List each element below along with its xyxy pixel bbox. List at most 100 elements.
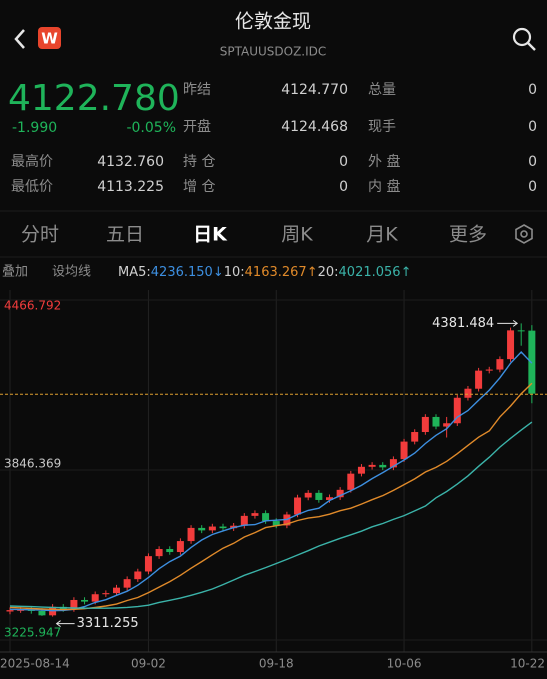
- stat-value: 0: [339, 179, 348, 195]
- candle-body: [475, 370, 483, 389]
- candle-body: [315, 492, 323, 500]
- candle-body: [262, 513, 270, 522]
- stat-value: 0: [528, 179, 537, 195]
- annotation-arrowhead: [55, 620, 61, 628]
- stat-label: 开盘: [183, 118, 211, 135]
- ma-line: [9, 350, 533, 612]
- stat-value: 4113.225: [97, 179, 164, 195]
- candle-body: [496, 359, 504, 370]
- stat-label: 现手: [368, 119, 396, 135]
- ma-legend: MA5:4236.150↓10:4163.267↑20:4021.056↑: [118, 265, 411, 280]
- annotation: 4381.484: [432, 316, 494, 331]
- candle-body: [357, 466, 365, 474]
- tab[interactable]: 五日: [106, 224, 144, 246]
- candle-body: [507, 330, 515, 360]
- candle-body: [326, 497, 333, 500]
- candle-body: [347, 473, 355, 490]
- legend-value: 4021.056: [339, 265, 401, 280]
- stat-label: 持 仓: [183, 154, 215, 170]
- search-handle: [527, 42, 536, 51]
- x-tick-label: 09-18: [259, 657, 294, 671]
- x-tick-label: 09-02: [131, 657, 166, 671]
- candle-body: [411, 432, 419, 442]
- annotation-arrowhead: [512, 319, 519, 327]
- candle-body: [421, 416, 429, 433]
- legend-trend: ↓: [213, 265, 224, 280]
- back-button[interactable]: [14, 29, 25, 49]
- annotation: 3311.255: [77, 616, 139, 631]
- legend-trend: ↑: [307, 265, 318, 280]
- tab[interactable]: 更多: [449, 224, 487, 246]
- ma-settings-button[interactable]: 设均线: [52, 265, 91, 280]
- legend-value: 4163.267: [245, 265, 307, 280]
- candle-body: [368, 464, 376, 467]
- candle-body: [443, 423, 451, 427]
- legend-name: MA5: [118, 265, 146, 280]
- candle-body: [389, 459, 397, 468]
- overlay-button[interactable]: 叠加: [2, 265, 28, 280]
- candle-body: [17, 609, 25, 611]
- candle-body: [81, 599, 89, 602]
- candle-body: [187, 527, 195, 542]
- candle-body: [208, 526, 216, 531]
- legend-sep: :: [240, 265, 244, 280]
- candle-body: [304, 492, 312, 498]
- candle-body: [134, 571, 142, 580]
- legend-value: 4236.150: [151, 265, 213, 280]
- candle-body: [432, 416, 440, 427]
- stat-label: 总量: [368, 82, 396, 98]
- title: 伦敦金现: [235, 11, 311, 33]
- candle-body: [6, 610, 14, 612]
- tab[interactable]: 分时: [21, 224, 59, 246]
- stat-label: 昨结: [183, 82, 211, 98]
- stat-label: 增 仓: [183, 179, 215, 195]
- candle-body: [453, 397, 461, 424]
- y-tick-label: 3225.947: [4, 626, 61, 640]
- candle-body: [517, 330, 525, 332]
- stat-value: 0: [528, 119, 537, 135]
- candle-body: [144, 556, 152, 572]
- candle-body: [113, 587, 120, 594]
- candle-body: [464, 388, 472, 398]
- ma-line: [9, 421, 533, 609]
- candle-body: [379, 464, 387, 468]
- candle-body: [219, 526, 227, 529]
- logo-text: W: [41, 30, 58, 48]
- candle-body: [166, 549, 174, 553]
- ma-line: [9, 382, 533, 611]
- stat-value: 4132.760: [97, 154, 164, 170]
- stat-label: 最低价: [11, 179, 53, 195]
- price: 4122.780: [8, 78, 180, 119]
- candle-body: [102, 593, 110, 595]
- legend-name: 20: [318, 265, 335, 280]
- candle-body: [123, 579, 131, 588]
- stat-label: 最高价: [11, 153, 53, 170]
- candle-body: [91, 594, 99, 602]
- code: SPTAUUSDOZ.IDC: [220, 45, 327, 59]
- change: -1.990: [12, 120, 57, 136]
- candle-body: [176, 541, 184, 553]
- tab[interactable]: 日K: [193, 224, 228, 246]
- stat-value: 4124.468: [281, 119, 348, 135]
- search-button[interactable]: [512, 27, 532, 47]
- stat-value: 0: [339, 154, 348, 170]
- candle-body: [336, 489, 344, 498]
- candle-body: [240, 515, 248, 526]
- candle-body: [485, 369, 493, 371]
- stat-value: 4124.770: [281, 82, 348, 98]
- tab[interactable]: 月K: [366, 224, 398, 246]
- legend-name: 10: [224, 265, 241, 280]
- tab[interactable]: 周K: [281, 224, 313, 246]
- candle-body: [251, 513, 259, 516]
- stat-value: 0: [528, 154, 537, 170]
- legend-trend: ↑: [401, 265, 412, 280]
- settings-button[interactable]: [515, 224, 533, 244]
- legend-sep: :: [334, 265, 338, 280]
- legend-sep: :: [146, 265, 150, 280]
- candle-body: [155, 549, 163, 557]
- y-tick-label: 4466.792: [4, 299, 61, 313]
- candle-body: [70, 599, 78, 610]
- logo: [38, 27, 61, 49]
